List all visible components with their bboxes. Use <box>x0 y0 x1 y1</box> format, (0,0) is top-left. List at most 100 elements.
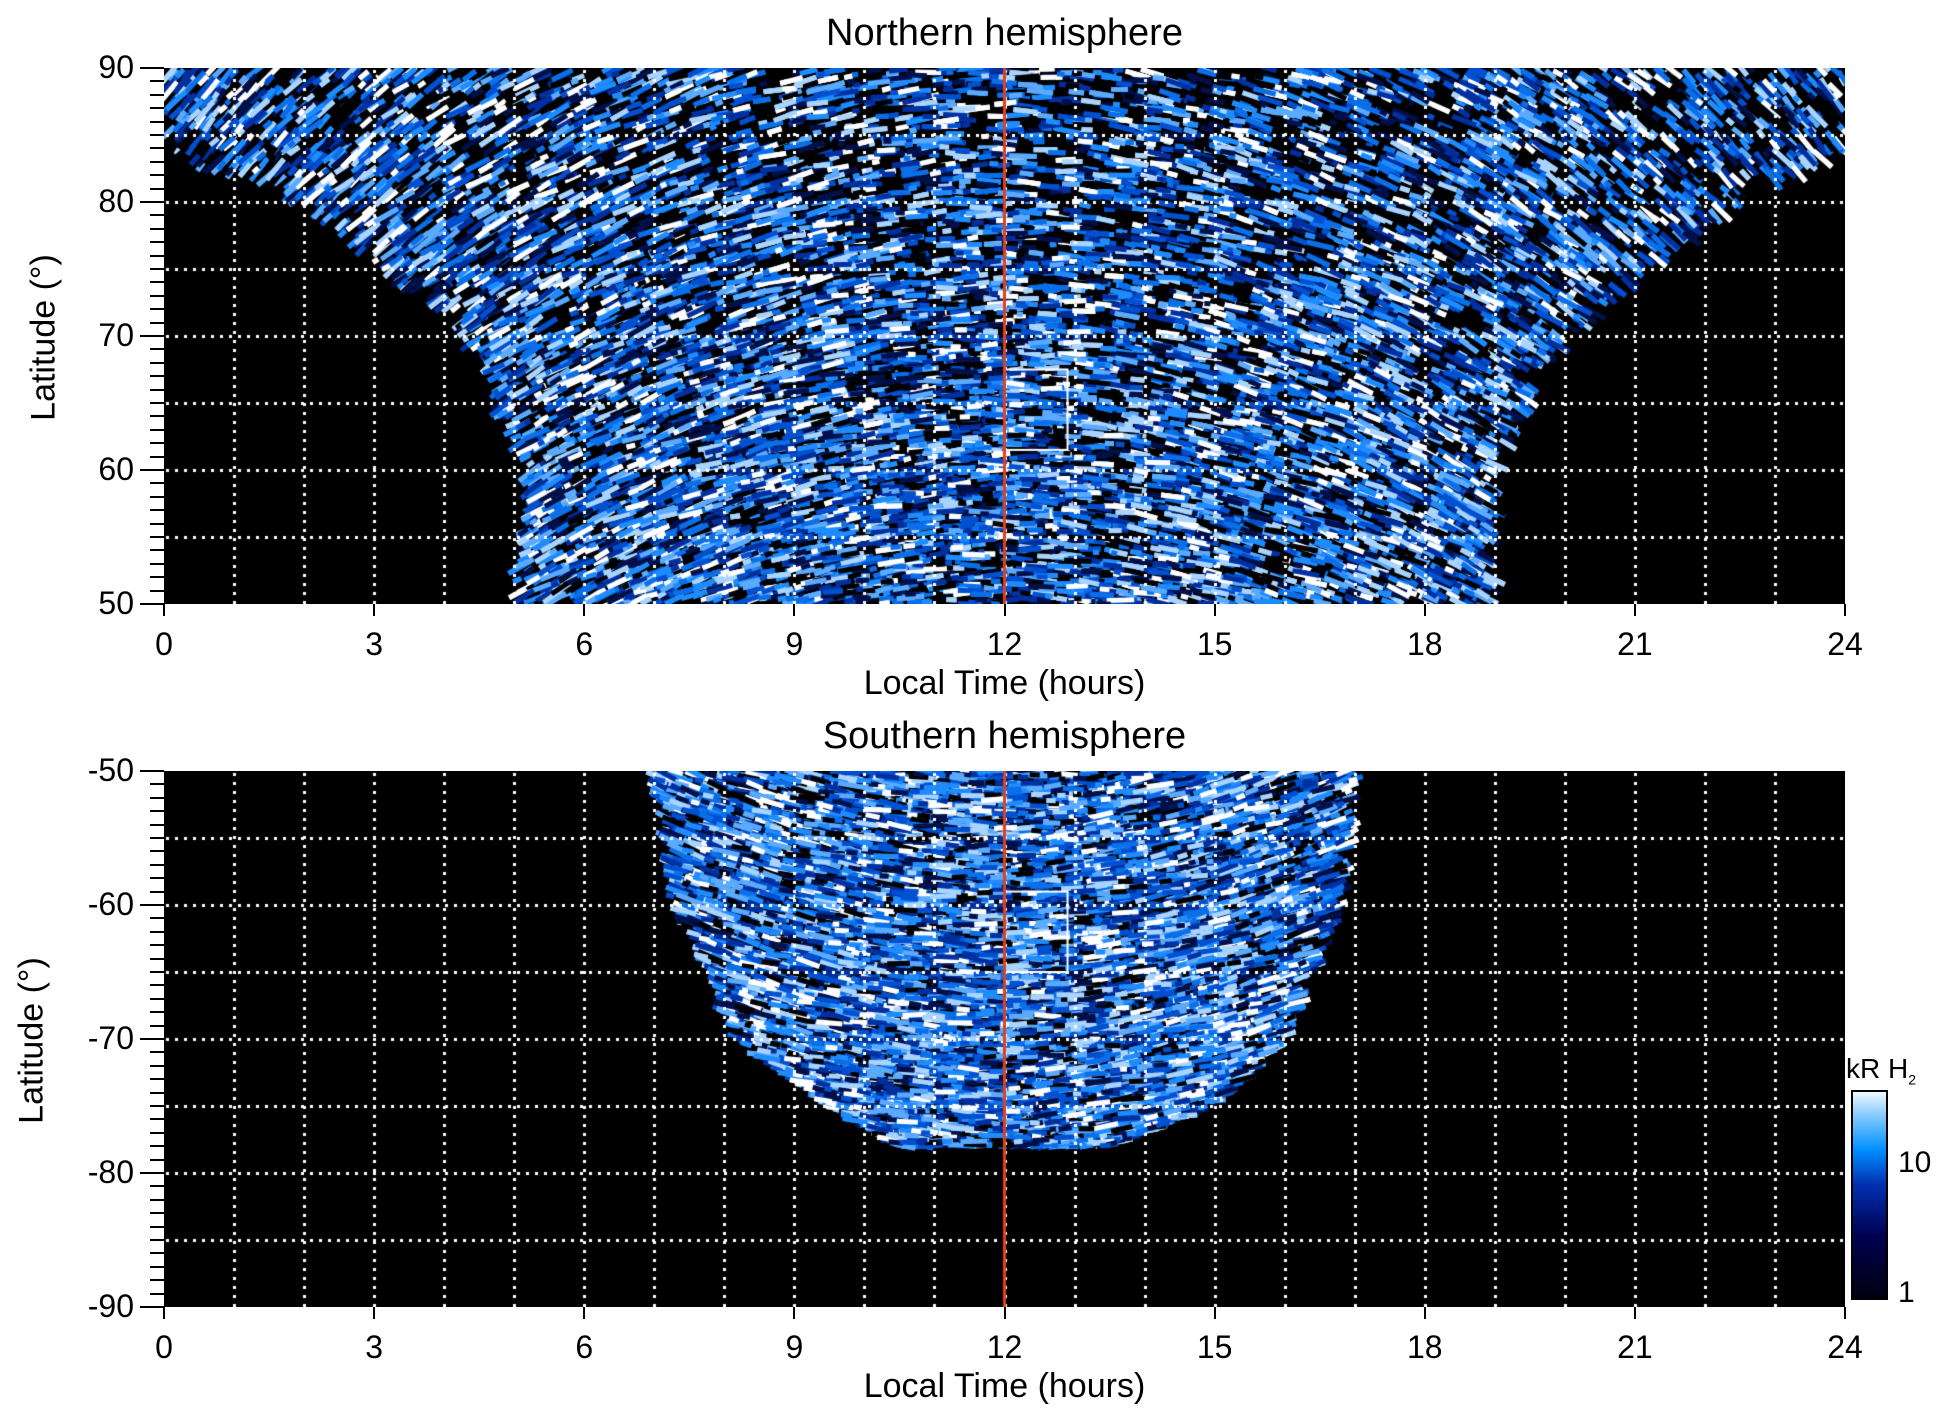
heatmap-canvas <box>164 771 1845 1307</box>
x-tick-mark <box>373 604 376 616</box>
y-tick-mark <box>150 890 164 893</box>
y-tick-mark <box>150 1131 164 1134</box>
northern-hemisphere-panel: Northern hemisphere Local Time (hours) L… <box>25 12 1863 702</box>
x-tick-label: 3 <box>365 626 384 662</box>
colorbar-label-subscript: 2 <box>1908 1071 1917 1088</box>
y-axis-label: Latitude (°) <box>24 254 63 421</box>
y-tick-mark <box>150 428 164 431</box>
x-tick-label: 9 <box>785 1329 804 1365</box>
y-tick-mark <box>150 442 164 445</box>
x-tick-mark <box>1423 604 1426 616</box>
y-tick-mark <box>150 930 164 933</box>
colorbar-tick-label: 10 <box>1898 1146 1932 1179</box>
y-tick-mark <box>150 971 164 973</box>
x-tick-label: 24 <box>1827 1329 1863 1365</box>
y-tick-mark <box>150 1252 164 1255</box>
y-tick-mark <box>150 1279 164 1282</box>
x-tick-label: 0 <box>155 1329 173 1365</box>
y-tick-mark <box>150 957 164 960</box>
x-tick-mark <box>583 604 586 616</box>
y-tick-label: 90 <box>98 49 134 85</box>
y-tick-mark <box>140 1038 164 1040</box>
x-axis-label: Local Time (hours) <box>863 1367 1146 1405</box>
x-tick-mark <box>1844 1307 1846 1319</box>
y-tick-mark <box>150 375 164 378</box>
y-tick-mark <box>150 1212 164 1215</box>
y-tick-mark <box>150 1064 164 1067</box>
colorbar-label-text: kR H <box>1846 1053 1909 1084</box>
y-tick-mark <box>150 1105 164 1107</box>
y-tick-mark <box>150 254 164 257</box>
colorbar-tick-label: 1 <box>1898 1276 1915 1309</box>
y-tick-mark <box>150 134 164 136</box>
y-tick-mark <box>150 562 164 565</box>
y-tick-mark <box>150 823 164 826</box>
y-tick-mark <box>150 174 164 177</box>
y-tick-mark <box>150 917 164 920</box>
y-tick-mark <box>150 361 164 364</box>
y-tick-mark <box>150 1265 164 1268</box>
chart-title: Southern hemisphere <box>822 715 1187 757</box>
heatmap-plot <box>164 771 1845 1307</box>
x-tick-label: 21 <box>1617 1329 1653 1365</box>
y-tick-mark <box>140 335 164 337</box>
y-tick-mark <box>140 201 164 203</box>
colorbar-label: kR H2 <box>1846 1053 1916 1088</box>
x-tick-label: 6 <box>575 626 594 662</box>
y-tick-label: 50 <box>98 585 134 621</box>
x-tick-label: 0 <box>155 626 173 662</box>
y-tick-mark <box>150 1158 164 1161</box>
x-tick-mark <box>793 604 796 616</box>
y-tick-mark <box>140 770 164 772</box>
y-tick-mark <box>150 1011 164 1014</box>
y-tick-mark <box>140 67 164 69</box>
y-tick-mark <box>150 576 164 579</box>
y-tick-mark <box>150 348 164 351</box>
y-tick-mark <box>150 281 164 284</box>
y-tick-mark <box>150 549 164 552</box>
y-tick-label: 60 <box>98 451 134 487</box>
y-tick-mark <box>150 783 164 786</box>
y-tick-mark <box>150 984 164 987</box>
y-tick-mark <box>150 810 164 813</box>
y-tick-mark <box>140 1172 164 1174</box>
y-tick-mark <box>140 904 164 906</box>
x-tick-label: 6 <box>575 1329 594 1365</box>
y-tick-mark <box>150 120 164 123</box>
y-tick-mark <box>150 495 164 498</box>
y-tick-mark <box>150 187 164 190</box>
y-tick-mark <box>150 107 164 110</box>
x-tick-label: 12 <box>986 626 1023 662</box>
y-tick-mark <box>150 1091 164 1094</box>
y-tick-mark <box>150 455 164 458</box>
y-tick-mark <box>150 877 164 880</box>
x-tick-mark <box>163 1307 165 1319</box>
x-tick-label: 21 <box>1617 626 1653 662</box>
y-tick-label: 70 <box>98 317 134 353</box>
x-tick-label: 9 <box>785 626 804 662</box>
x-tick-label: 3 <box>365 1329 384 1365</box>
y-tick-mark <box>150 1185 164 1188</box>
x-tick-label: 12 <box>986 1329 1023 1365</box>
y-tick-mark <box>140 469 164 471</box>
x-tick-mark <box>373 1307 376 1319</box>
y-tick-mark <box>150 1239 164 1241</box>
y-tick-mark <box>150 321 164 324</box>
y-tick-mark <box>150 1118 164 1121</box>
y-tick-mark <box>150 997 164 1000</box>
x-tick-mark <box>1003 604 1006 616</box>
y-tick-mark <box>150 241 164 244</box>
y-tick-mark <box>150 863 164 866</box>
y-tick-mark <box>150 522 164 525</box>
y-tick-mark <box>150 1198 164 1201</box>
y-tick-mark <box>150 850 164 853</box>
x-tick-label: 15 <box>1196 626 1233 662</box>
y-axis-label: Latitude (°) <box>12 957 51 1124</box>
x-tick-label: 15 <box>1196 1329 1233 1365</box>
y-tick-mark <box>150 1078 164 1081</box>
y-tick-mark <box>150 589 164 592</box>
x-tick-mark <box>1423 1307 1426 1319</box>
y-tick-mark <box>150 93 164 96</box>
x-tick-mark <box>583 1307 586 1319</box>
y-tick-mark <box>140 603 164 605</box>
